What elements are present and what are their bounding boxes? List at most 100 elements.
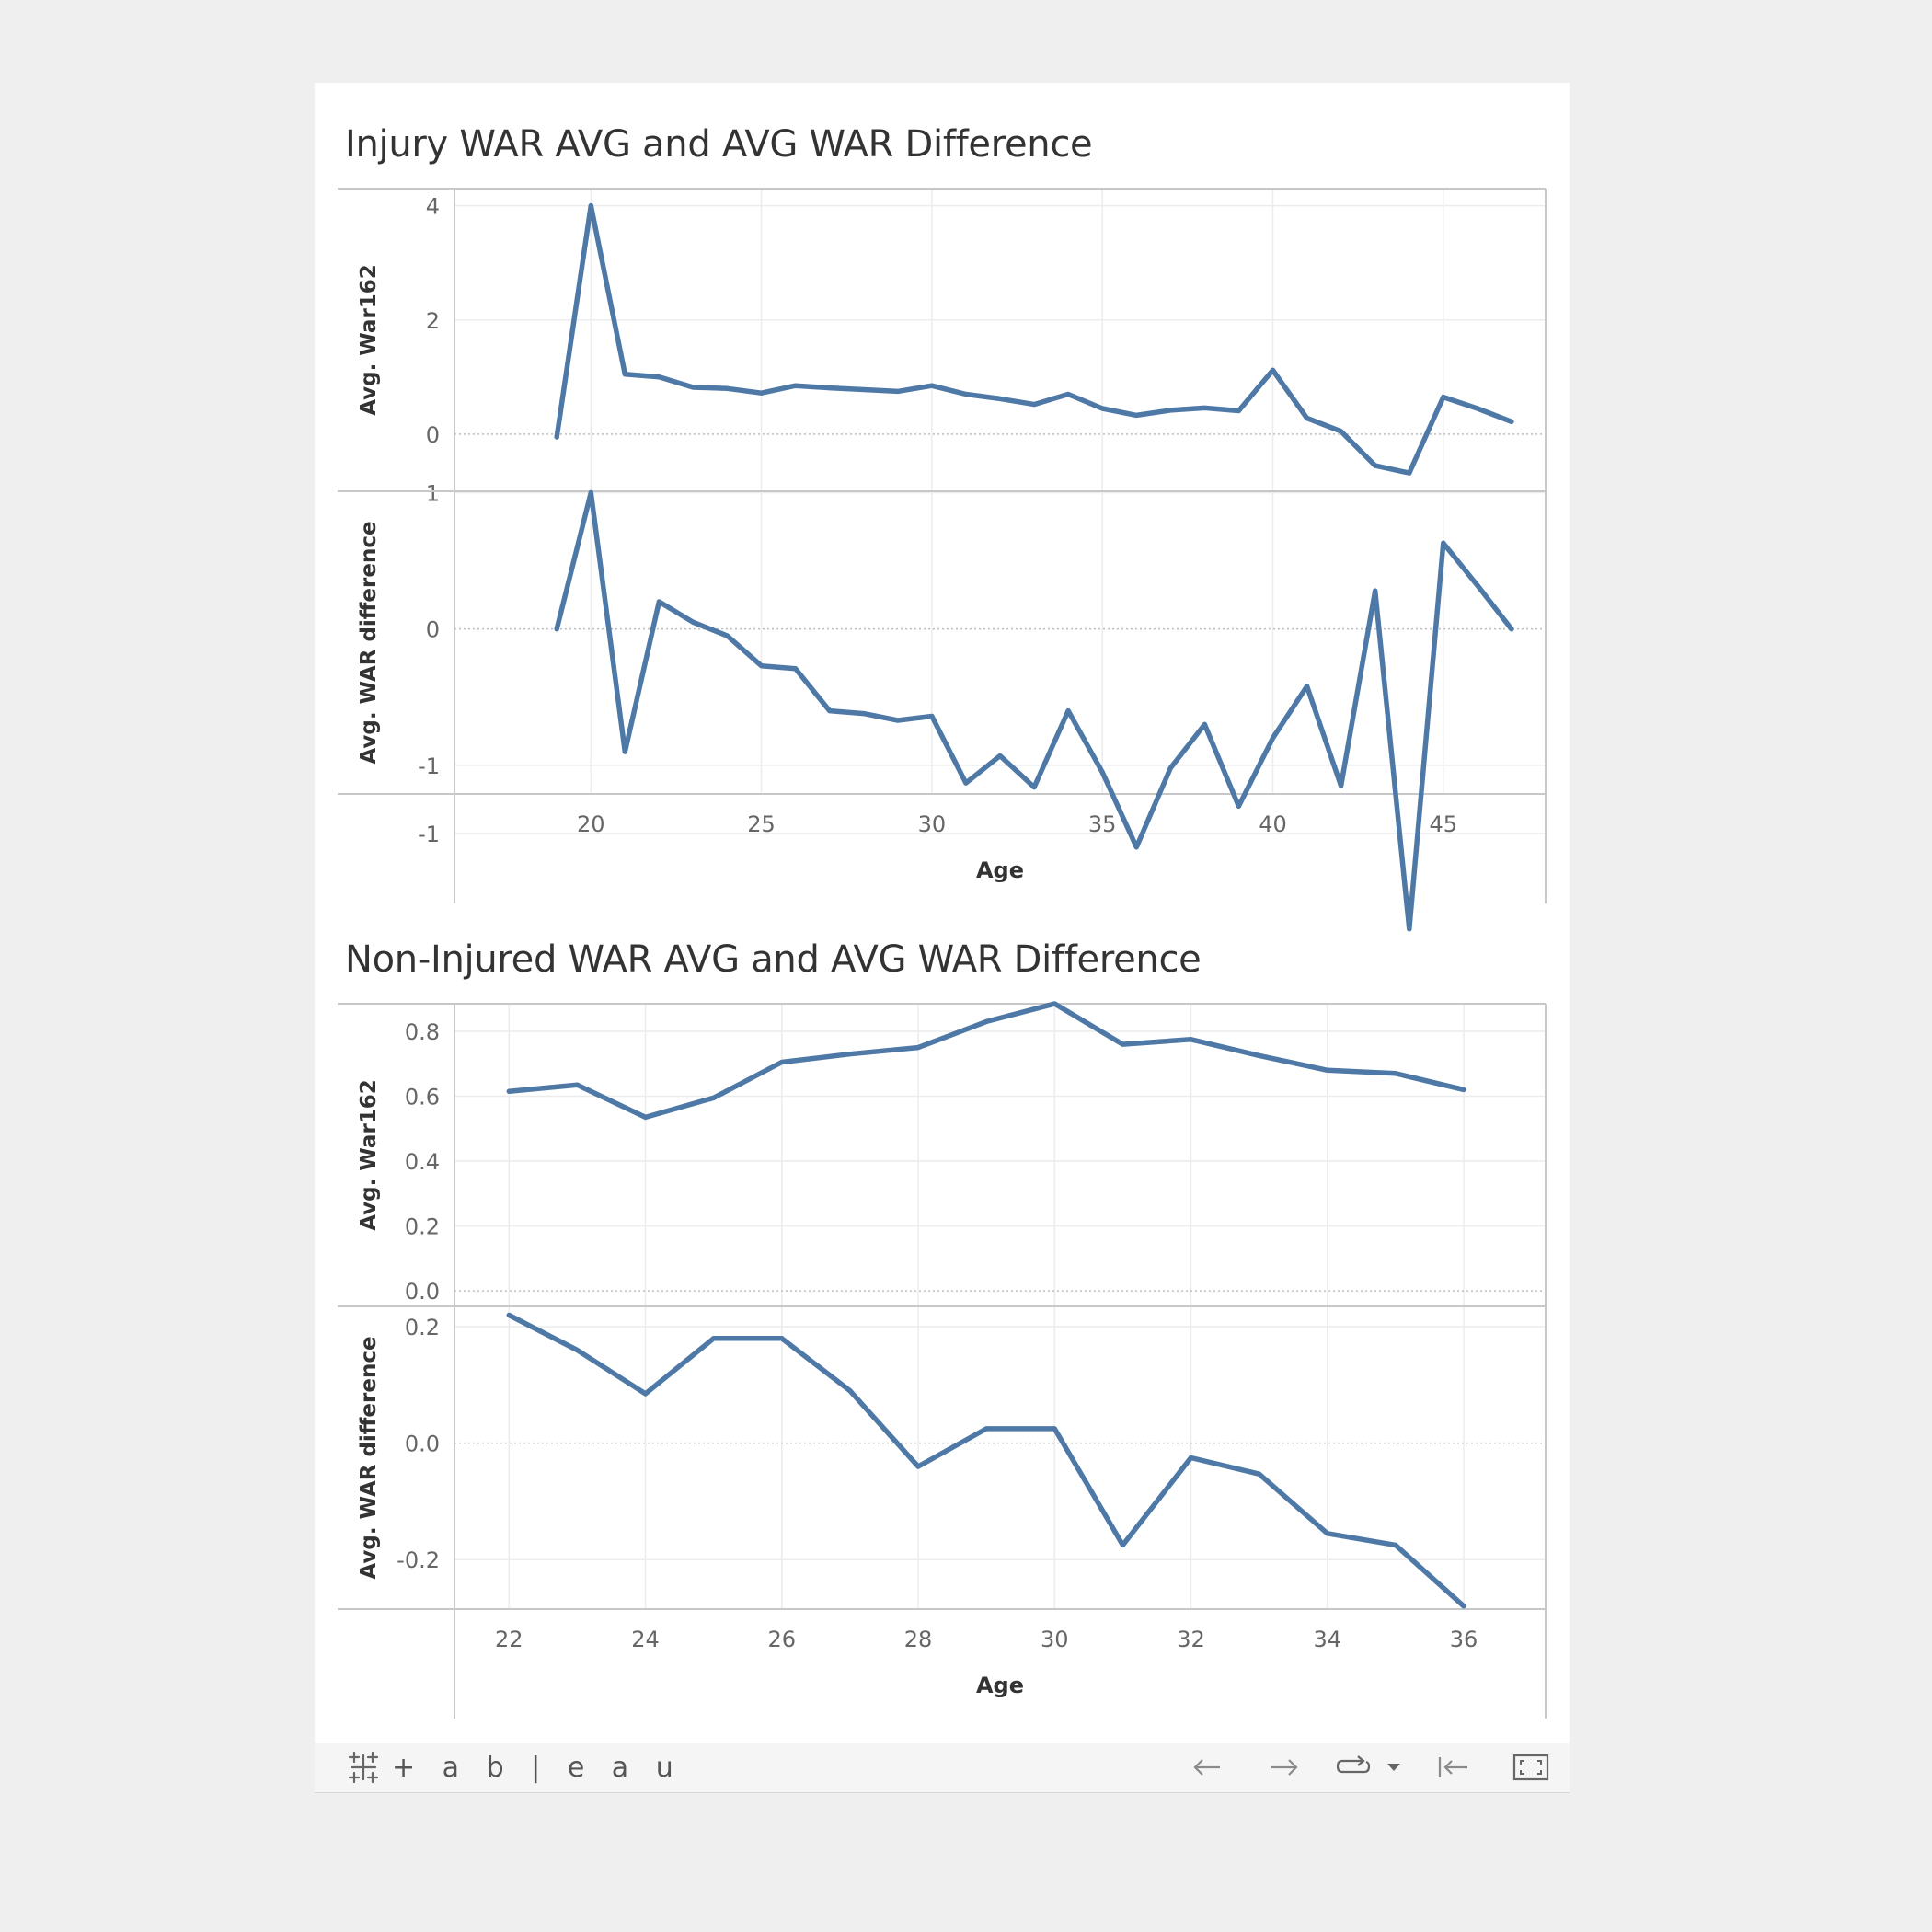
chart0-xlabel: Age	[976, 857, 1024, 883]
chart1-pane1-ytick-label-0: 0.2	[405, 1315, 440, 1340]
chart0-pane1-ytick-label-0: 1	[426, 480, 440, 506]
chart1-pane1-point-12	[1325, 1531, 1330, 1536]
chart1-pane1-point-4	[779, 1336, 785, 1341]
chart1-pane1-point-14	[1461, 1604, 1466, 1609]
chart1-pane0-ytick-label-1: 0.6	[405, 1084, 440, 1110]
chart0-pane0-point-25	[1407, 470, 1412, 476]
chart0-pane1-series-line-0	[554, 489, 1514, 932]
chart1-xtick-label-6: 34	[1314, 1627, 1342, 1652]
chart1-pane1-point-3	[711, 1336, 717, 1341]
chart1-pane0-point-9	[1120, 1041, 1125, 1047]
chart0-pane0-ytick-label-2: 0	[426, 422, 440, 448]
revert-dropdown[interactable]	[1380, 1752, 1408, 1783]
fullscreen-button[interactable]	[1511, 1752, 1551, 1783]
chart0-pane0-ytick-label-1: 2	[426, 308, 440, 334]
chart0-pane1-point-19	[1202, 721, 1207, 727]
undo-icon	[1193, 1759, 1220, 1776]
chart1-pane0-ytick-label-3: 0.2	[405, 1214, 440, 1240]
chart1-pane1-series-line-0	[506, 1312, 1466, 1609]
tableau-logo[interactable]: + a b | e a u	[346, 1750, 683, 1785]
chart0-pane1-point-0	[554, 627, 559, 632]
chart0-pane0-point-14	[1031, 402, 1037, 408]
chart1-pane1-ylabel: Avg. WAR difference	[357, 1336, 381, 1579]
chart1-pane1-point-2	[643, 1391, 649, 1397]
chart0-pane0-point-21	[1271, 367, 1275, 373]
chart0-pane1-point-23	[1339, 783, 1344, 788]
chart0-pane1-point-8	[827, 708, 833, 714]
chart0-pane1-point-1	[588, 489, 593, 495]
chart0-pane0-point-27	[1475, 406, 1480, 411]
chart0-pane0-point-6	[759, 390, 765, 396]
chart1-pane0-point-5	[847, 1052, 853, 1057]
chart1-pane0-ytick-label-2: 0.4	[405, 1149, 440, 1175]
chart0-pane0-ylabel: Avg. War162	[357, 264, 381, 416]
chart1-pane0-point-13	[1393, 1071, 1398, 1076]
chart0-pane1-point-7	[793, 666, 799, 672]
chart0-pane1-point-27	[1475, 582, 1480, 588]
chart1-pane0-point-11	[1257, 1052, 1262, 1058]
chart1-pane0-ytick-label-4: 0.0	[405, 1279, 440, 1305]
chart0-pane0-ytick-label-0: 4	[426, 194, 440, 220]
chart1-pane0-point-3	[711, 1095, 717, 1100]
chart1-xtick-label-0: 22	[495, 1627, 523, 1652]
tableau-logo-icon	[348, 1751, 379, 1784]
chart0-pane1-ytick-label-3: -1	[418, 822, 440, 847]
chart1-pane1-point-5	[847, 1388, 853, 1394]
chart1-pane0-point-2	[643, 1114, 649, 1120]
chart0-pane1-point-4	[690, 619, 696, 625]
chart0-pane0-point-17	[1133, 412, 1139, 418]
chart0-pane1-point-21	[1271, 735, 1275, 741]
chart0-pane0-point-0	[554, 434, 559, 440]
chart0-pane0-point-15	[1065, 391, 1071, 397]
chart0-pane0-point-23	[1339, 429, 1344, 434]
chart0-pane0-point-28	[1509, 419, 1514, 424]
tableau-toolbar: + a b | e a u	[315, 1743, 1570, 1793]
revert-icon	[1336, 1755, 1371, 1774]
chart0-xtick-label-3: 35	[1088, 811, 1117, 837]
chart0-pane1-point-25	[1407, 926, 1412, 932]
tableau-viz: Injury WAR AVG and AVG WAR Difference No…	[315, 83, 1570, 1793]
chart0-pane0-point-13	[997, 396, 1003, 401]
chart1-pane0-ytick-label-0: 0.8	[405, 1019, 440, 1045]
chart0-pane0-point-8	[827, 385, 833, 391]
chart0-xtick-label-2: 30	[918, 811, 947, 837]
chart0-pane1-point-18	[1167, 765, 1173, 771]
chart0-pane1-point-14	[1031, 785, 1037, 790]
chart0-xtick-label-4: 40	[1259, 811, 1287, 837]
tableau-wordmark: + a b | e a u	[392, 1751, 683, 1784]
chart0-xtick-label-0: 20	[577, 811, 605, 837]
chart1-pane1-ytick-label-2: -0.2	[397, 1547, 440, 1573]
chart1-pane0-point-1	[574, 1082, 580, 1087]
chart1-xtick-label-5: 32	[1177, 1627, 1205, 1652]
chart0-pane1-ylabel: Avg. WAR difference	[357, 521, 381, 764]
revert-button[interactable]	[1334, 1752, 1373, 1783]
chart1-xtick-label-4: 30	[1041, 1627, 1069, 1652]
chart0-pane0-point-7	[793, 383, 799, 388]
chart1-pane0-point-6	[915, 1045, 921, 1051]
chart0-pane1-point-24	[1373, 588, 1378, 593]
chart0-pane0-point-11	[929, 383, 935, 388]
redo-button[interactable]	[1266, 1752, 1303, 1783]
chart1-pane0-point-7	[983, 1018, 989, 1024]
chart0-pane1-point-20	[1236, 803, 1241, 809]
chart1-xtick-label-1: 24	[631, 1627, 660, 1652]
chart0-pane1-point-17	[1133, 845, 1139, 850]
reset-icon	[1438, 1757, 1467, 1777]
chart1-xtick-label-2: 26	[768, 1627, 797, 1652]
reset-button[interactable]	[1435, 1752, 1472, 1783]
chart0-pane1-point-22	[1305, 684, 1310, 689]
chart1-pane0-point-12	[1325, 1067, 1330, 1073]
undo-button[interactable]	[1189, 1752, 1225, 1783]
chart0-pane1-ytick-label-1: 0	[426, 617, 440, 643]
chart0-pane0-point-26	[1441, 395, 1446, 400]
chart1-pane1-point-11	[1257, 1471, 1262, 1477]
chart0-pane0-point-1	[588, 203, 593, 209]
chart1-pane0-point-4	[779, 1059, 785, 1064]
fullscreen-icon	[1512, 1754, 1549, 1781]
chart0-xtick-label-1: 25	[747, 811, 776, 837]
chart0-pane1-point-2	[622, 749, 627, 754]
chart-title-injury: Injury WAR AVG and AVG WAR Difference	[345, 123, 1093, 166]
chart0-pane1-point-5	[725, 633, 730, 638]
chart0-pane0-point-10	[895, 388, 901, 394]
chart1-pane1-ytick-label-1: 0.0	[405, 1432, 440, 1457]
